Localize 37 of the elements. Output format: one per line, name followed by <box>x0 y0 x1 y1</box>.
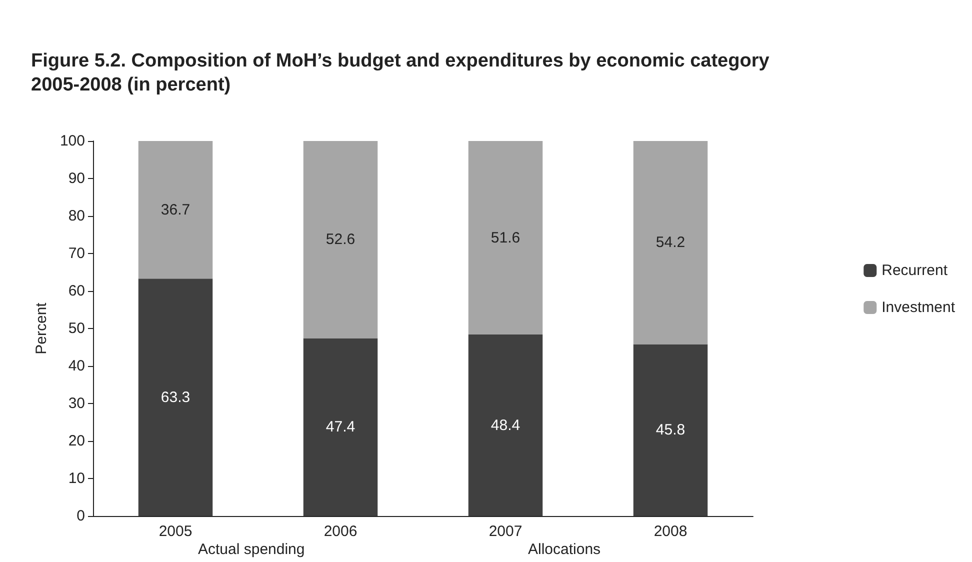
data-label: 45.8 <box>656 422 686 439</box>
x-tick-label: 2007 <box>488 523 522 540</box>
y-axis-title: Percent <box>33 302 50 354</box>
y-tick-label: 40 <box>68 358 85 374</box>
data-label: 36.7 <box>160 201 190 218</box>
y-tick-label: 100 <box>60 132 85 150</box>
y-tick-label: 90 <box>68 170 85 187</box>
y-tick-label: 30 <box>68 395 85 412</box>
chart-title: Figure 5.2. Composition of MoH’s budget and expenditures by economic category 2005-2008 (in percent) <box>31 50 775 96</box>
data-label: 63.3 <box>160 388 190 406</box>
text: Actual spending <box>198 541 305 558</box>
bar <box>138 278 213 516</box>
data-label: 52.6 <box>326 231 356 248</box>
bar <box>468 141 543 334</box>
y-tick-label: 20 <box>68 432 85 450</box>
data-label: 48.4 <box>490 416 520 434</box>
y-tick-label: 80 <box>68 208 85 224</box>
data-label: 51.6 <box>490 229 520 246</box>
bar <box>303 338 378 516</box>
bar <box>138 141 213 279</box>
x-tick-label: 2008 <box>654 523 688 540</box>
x-tick-label: 2005 <box>158 523 192 540</box>
bar <box>468 334 543 516</box>
legend-label: Recurrent <box>882 262 948 279</box>
y-tick-label: 50 <box>68 320 85 337</box>
bar <box>633 141 708 344</box>
bar <box>303 141 378 338</box>
y-tick-label: 10 <box>68 470 85 487</box>
y-tick-label: 60 <box>68 282 85 300</box>
x-tick-label: 2006 <box>324 523 358 540</box>
y-tick-label: 70 <box>68 245 85 262</box>
y-tick-label: 0 <box>76 508 85 524</box>
bar <box>633 344 708 516</box>
data-label: 54.2 <box>656 234 686 252</box>
text: Allocations <box>528 541 601 558</box>
legend-label: Investment <box>882 299 956 316</box>
data-label: 47.4 <box>326 418 356 436</box>
